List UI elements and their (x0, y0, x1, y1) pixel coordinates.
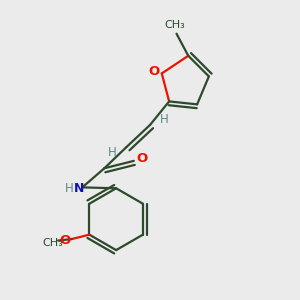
Text: CH₃: CH₃ (165, 20, 185, 30)
Text: N: N (74, 182, 85, 195)
Text: O: O (136, 152, 148, 165)
Text: O: O (148, 65, 159, 79)
Text: H: H (65, 182, 74, 195)
Text: O: O (59, 234, 70, 247)
Text: CH₃: CH₃ (42, 238, 63, 248)
Text: H: H (108, 146, 117, 159)
Text: H: H (160, 112, 169, 126)
